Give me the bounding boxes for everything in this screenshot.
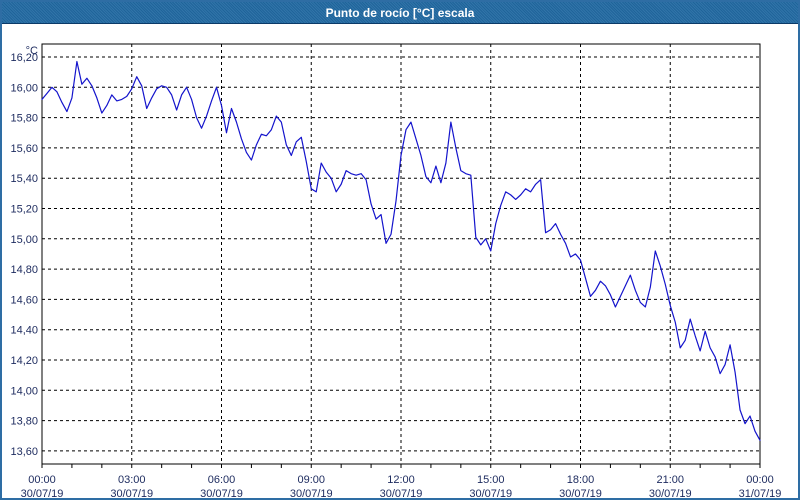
x-tick-date-label: 30/07/19 xyxy=(200,488,243,498)
gridlines xyxy=(42,44,760,464)
x-tick-time-label: 06:00 xyxy=(208,474,236,486)
x-tick-date-label: 30/07/19 xyxy=(290,488,333,498)
x-tick-date-label: 31/07/19 xyxy=(739,488,782,498)
y-tick-label: 16,20 xyxy=(10,52,38,64)
x-axis-ticks xyxy=(41,464,761,468)
y-tick-label: 14,60 xyxy=(10,294,38,306)
x-tick-date-label: 30/07/19 xyxy=(559,488,602,498)
y-tick-label: 14,80 xyxy=(10,264,38,276)
x-tick-time-label: 21:00 xyxy=(656,474,684,486)
y-axis-labels: °C16,20 16,00 15,80 15,60 15,40 15,20 15,00 14,… xyxy=(10,45,38,458)
title-bar: Punto de rocío [°C] escala xyxy=(2,2,798,24)
x-tick-time-label: 12:00 xyxy=(387,474,415,486)
y-tick-label: 16,00 xyxy=(10,82,38,94)
chart-area: °C 16,20 16,00 15,80 15,60 15,40 15,20 15,00 14,… xyxy=(2,24,798,498)
y-tick-label: 15,20 xyxy=(10,204,38,216)
y-tick-label: 14,00 xyxy=(10,385,38,397)
x-tick-date-label: 30/07/19 xyxy=(21,488,64,498)
y-tick-label: 14,20 xyxy=(10,355,38,367)
y-tick-label: 15,40 xyxy=(10,173,38,185)
x-tick-time-label: 00:00 xyxy=(28,474,56,486)
x-tick-time-label: 18:00 xyxy=(567,474,595,486)
y-tick-label: 13,80 xyxy=(10,416,38,428)
y-tick-label: 15,80 xyxy=(10,113,38,125)
x-tick-date-label: 30/07/19 xyxy=(469,488,512,498)
y-axis-unit-label: °C xyxy=(26,45,38,57)
dewpoint-series-line xyxy=(41,60,761,441)
y-tick-label: 15,00 xyxy=(10,234,38,246)
x-tick-date-label: 30/07/19 xyxy=(110,488,153,498)
x-tick-time-label: 09:00 xyxy=(297,474,325,486)
x-tick-date-label: 30/07/19 xyxy=(649,488,692,498)
y-tick-label: 15,60 xyxy=(10,143,38,155)
x-axis-labels: 00:00 30/07/19 03:00 30/07/19 06:00 30/07/19 0… xyxy=(21,474,782,498)
x-tick-time-label: 00:00 xyxy=(746,474,774,486)
x-tick-time-label: 15:00 xyxy=(477,474,505,486)
y-tick-label: 13,60 xyxy=(10,446,38,458)
y-tick-label: 14,40 xyxy=(10,325,38,337)
chart-title: Punto de rocío [°C] escala xyxy=(325,5,475,20)
x-tick-date-label: 30/07/19 xyxy=(380,488,423,498)
dewpoint-chart: °C16,20 16,00 15,80 15,60 15,40 15,20 15,00 14,… xyxy=(10,43,782,498)
x-tick-time-label: 03:00 xyxy=(118,474,146,486)
